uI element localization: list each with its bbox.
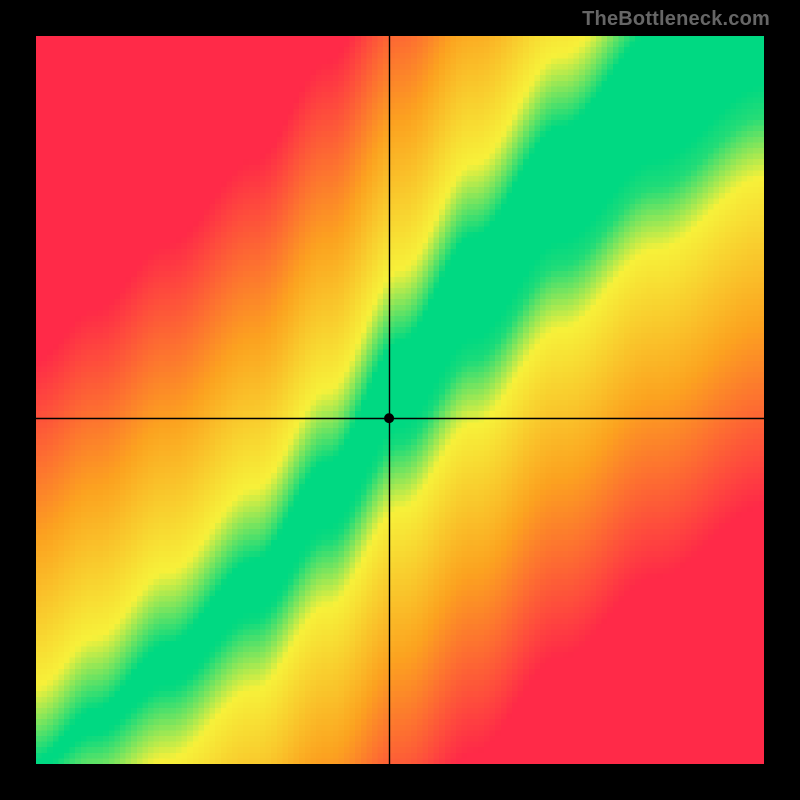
overlay-canvas (36, 36, 764, 764)
chart-container: TheBottleneck.com (0, 0, 800, 800)
plot-area (36, 36, 764, 764)
watermark-label: TheBottleneck.com (582, 8, 770, 31)
